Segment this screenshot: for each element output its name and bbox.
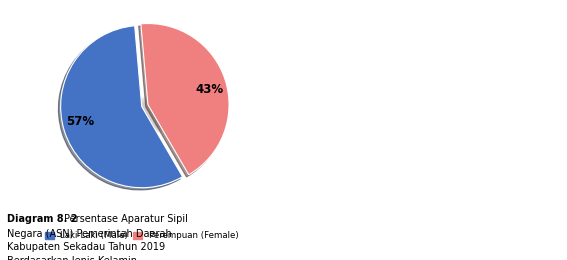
Ellipse shape — [61, 103, 223, 132]
Ellipse shape — [61, 101, 223, 130]
Ellipse shape — [61, 98, 223, 126]
Wedge shape — [61, 26, 183, 188]
Ellipse shape — [61, 102, 223, 131]
Text: Diagram 8. 2: Diagram 8. 2 — [7, 214, 81, 224]
Ellipse shape — [61, 98, 223, 127]
Text: 57%: 57% — [66, 115, 94, 128]
Ellipse shape — [61, 100, 223, 129]
Wedge shape — [141, 23, 229, 175]
Ellipse shape — [61, 104, 223, 133]
Text: Persentase Aparatur Sipil: Persentase Aparatur Sipil — [64, 214, 187, 224]
Ellipse shape — [61, 99, 223, 128]
Text: 43%: 43% — [196, 83, 224, 96]
Text: Negara (ASN) Pemerintah Daerah: Negara (ASN) Pemerintah Daerah — [7, 229, 172, 239]
Text: Berdasarkan Jenis Kelamin: Berdasarkan Jenis Kelamin — [7, 256, 137, 260]
Text: Kabupaten Sekadau Tahun 2019: Kabupaten Sekadau Tahun 2019 — [7, 242, 165, 252]
Legend: Laki-Laki (Male), Perempuan (Female): Laki-Laki (Male), Perempuan (Female) — [45, 231, 239, 240]
